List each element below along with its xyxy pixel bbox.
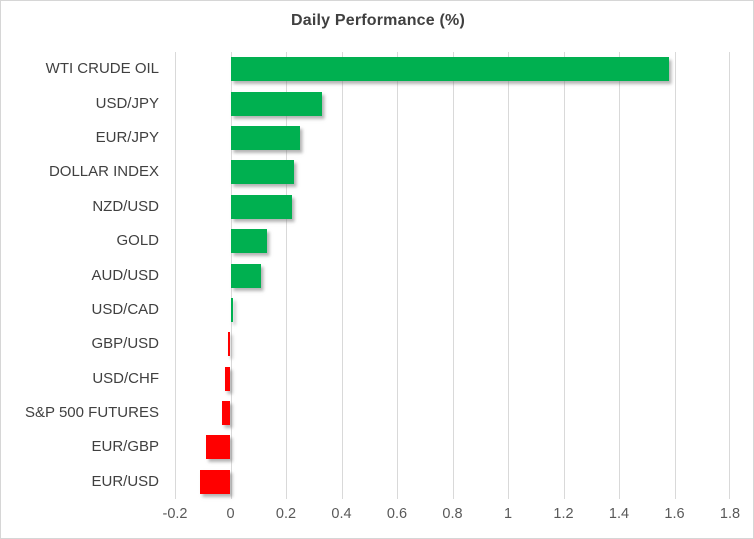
gridline — [563, 52, 565, 499]
category-label: USD/CAD — [91, 300, 159, 318]
category-label: EUR/GBP — [91, 438, 159, 456]
x-tick-label: 1.6 — [664, 506, 685, 522]
category-label: S&P 500 FUTURES — [25, 404, 159, 422]
gridline — [452, 52, 454, 499]
x-tick-label: 1.2 — [553, 506, 574, 522]
category-label: DOLLAR INDEX — [48, 163, 159, 181]
bar — [230, 160, 295, 185]
x-axis: -0.2 0 0.2 0.4 0.6 0.8 1 1.2 1.4 1.6 1.8 — [163, 506, 741, 528]
bar — [230, 297, 234, 322]
x-tick-label: 1 — [503, 506, 513, 522]
category-axis: WTI CRUDE OIL USD/JPY EUR/JPY DOLLAR INDEX N… — [1, 52, 159, 499]
bar — [230, 229, 267, 254]
gridline — [674, 52, 676, 499]
x-tick-label: 0 — [226, 506, 235, 522]
bar — [230, 57, 669, 82]
category-label: AUD/USD — [91, 266, 159, 284]
category-label: GBP/USD — [91, 335, 159, 353]
x-tick-label: 0.4 — [331, 506, 352, 522]
gridline — [508, 52, 509, 499]
category-label: EUR/USD — [91, 472, 159, 490]
gridline — [175, 52, 176, 499]
bar — [230, 194, 292, 219]
bar — [222, 401, 231, 426]
x-tick-label: 1.8 — [719, 506, 741, 522]
bar — [230, 263, 262, 288]
bar — [205, 435, 231, 460]
x-tick-label: 0.8 — [442, 506, 463, 522]
category-label: WTI CRUDE OIL — [45, 60, 159, 78]
x-tick-label: 1.4 — [608, 506, 630, 522]
category-label: USD/JPY — [95, 94, 159, 112]
gridline — [397, 52, 398, 499]
plot-area — [175, 52, 730, 499]
chart-title: Daily Performance (%) — [290, 12, 466, 29]
category-label: NZD/USD — [92, 197, 159, 215]
category-label: EUR/JPY — [95, 128, 159, 146]
gridline — [619, 52, 620, 499]
gridline — [729, 52, 730, 499]
bar — [230, 125, 300, 150]
bar — [224, 366, 231, 391]
category-label: GOLD — [116, 232, 159, 250]
gridline — [286, 52, 287, 499]
x-tick-label: 0.2 — [275, 506, 297, 522]
bar — [227, 332, 231, 357]
x-tick-label: 0.6 — [386, 506, 408, 522]
bar — [199, 469, 231, 494]
x-tick-label: -0.2 — [162, 506, 188, 522]
bar — [230, 91, 323, 116]
gridline — [341, 52, 343, 499]
category-label: USD/CHF — [92, 369, 159, 387]
